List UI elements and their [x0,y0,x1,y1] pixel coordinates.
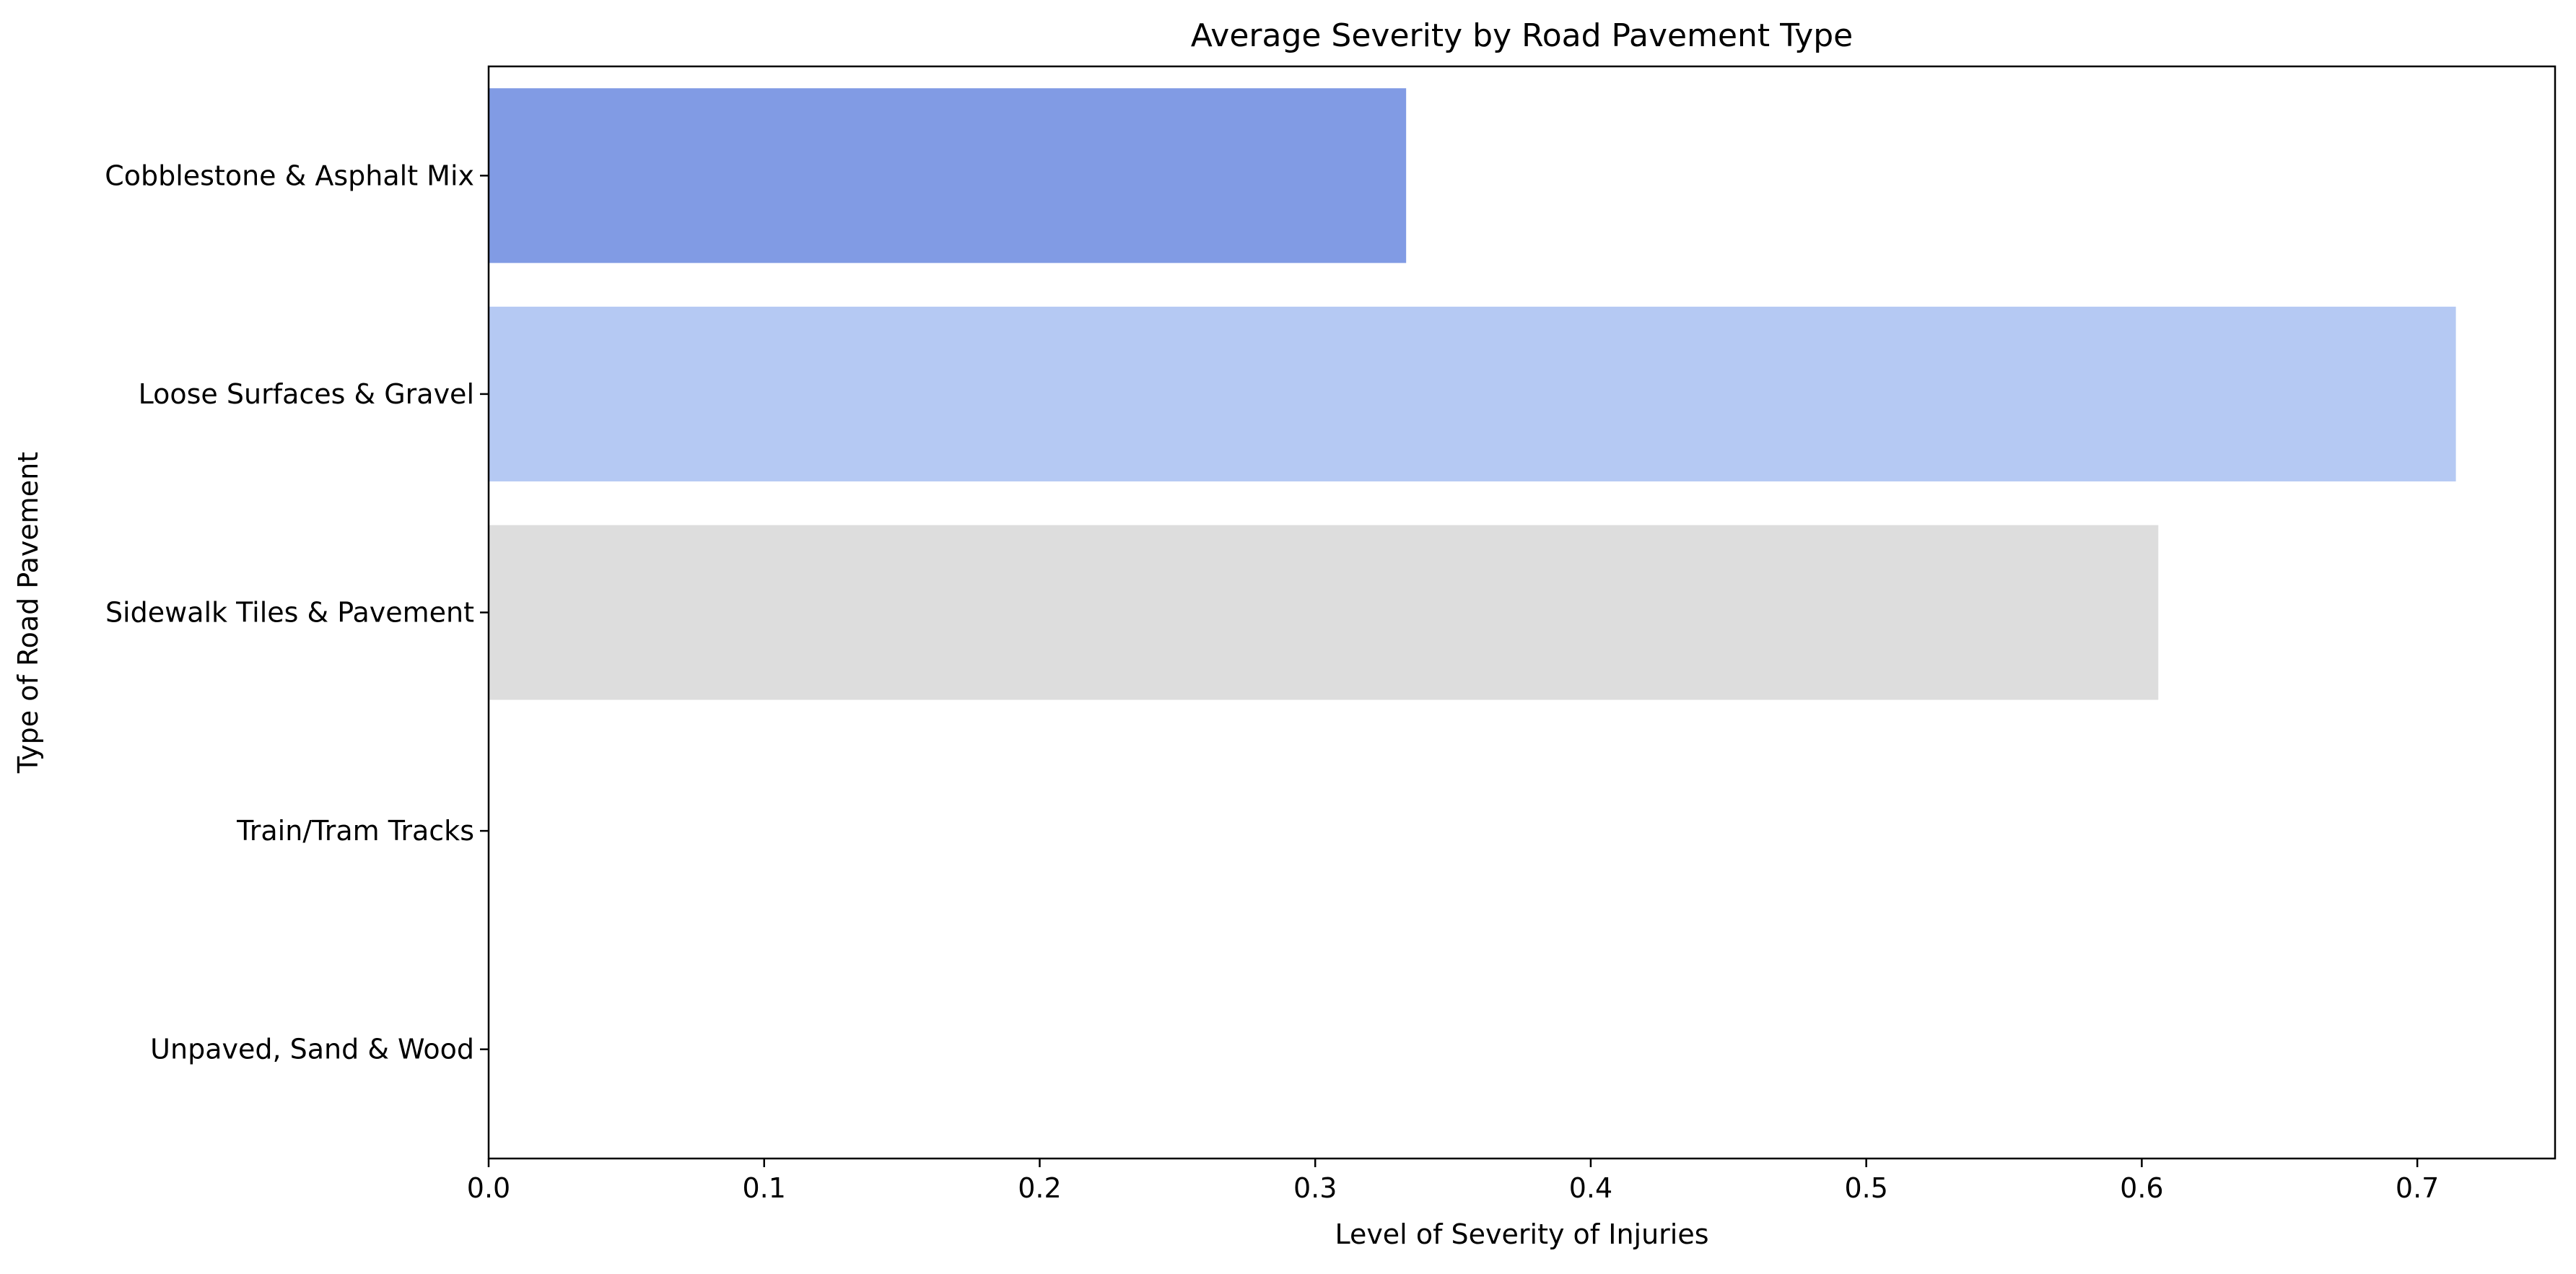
x-tick-label-0: 0.0 [467,1172,510,1204]
x-tick-label-4: 0.4 [1569,1172,1612,1204]
bars-layer [489,88,2456,700]
y-tick-label-1: Loose Surfaces & Gravel [139,378,474,410]
bar-0 [489,88,1407,263]
y-axis-title: Type of Road Pavement [12,452,44,774]
bar-1 [489,306,2456,481]
x-tick-label-6: 0.6 [2120,1172,2163,1204]
bar-2 [489,525,2159,700]
y-tick-label-4: Unpaved, Sand & Wood [150,1034,474,1065]
y-tick-label-3: Train/Tram Tracks [236,815,474,847]
y-tick-label-2: Sidewalk Tiles & Pavement [105,597,474,629]
x-axis-title: Level of Severity of Injuries [1335,1218,1708,1250]
x-tick-label-3: 0.3 [1293,1172,1337,1204]
chart-title: Average Severity by Road Pavement Type [1191,17,1853,54]
x-tick-label-2: 0.2 [1018,1172,1061,1204]
ticks-layer: Cobblestone & Asphalt Mix Loose Surfaces … [105,160,2439,1204]
x-tick-label-5: 0.5 [1844,1172,1887,1204]
x-tick-label-1: 0.1 [743,1172,786,1204]
y-tick-label-0: Cobblestone & Asphalt Mix [105,160,474,191]
plot-frame [487,65,2557,1160]
x-tick-label-7: 0.7 [2396,1172,2439,1204]
